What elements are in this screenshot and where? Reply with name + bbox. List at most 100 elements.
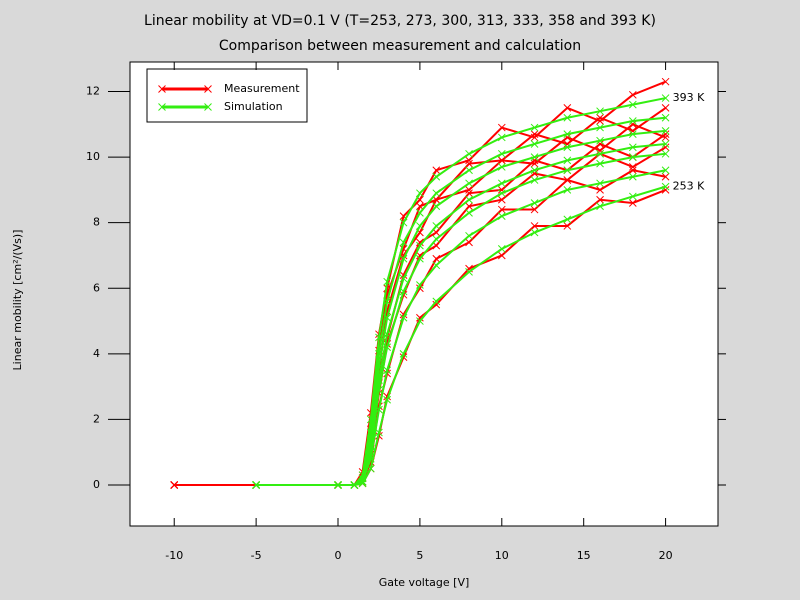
data-point [416, 189, 424, 198]
data-point [596, 179, 604, 188]
data-point [432, 189, 441, 198]
data-point [465, 231, 473, 240]
chart-title: Linear mobility at VD=0.1 V (T=253, 273,… [144, 13, 656, 29]
x-tick-label: 0 [335, 549, 342, 562]
data-point [596, 159, 604, 168]
data-point [366, 464, 375, 473]
data-point [416, 317, 424, 325]
data-point [628, 130, 637, 138]
data-point [661, 94, 670, 102]
data-point [497, 195, 506, 204]
data-point [563, 222, 572, 230]
data-point [563, 186, 572, 194]
data-point [170, 481, 179, 489]
data-point [661, 172, 670, 181]
data-point [383, 395, 392, 404]
data-point [399, 287, 408, 296]
data-point [432, 202, 441, 211]
x-axis-label: Gate voltage [V] [379, 576, 470, 589]
data-point [497, 123, 506, 132]
data-point [375, 405, 383, 414]
data-point [465, 238, 473, 247]
data-point [416, 281, 424, 289]
data-point [465, 208, 473, 217]
data-point [563, 113, 572, 122]
data-point [628, 163, 637, 171]
data-point [596, 136, 604, 145]
data-point [497, 163, 506, 171]
data-point [661, 166, 670, 175]
data-point [465, 149, 473, 158]
legend-swatch [158, 103, 212, 111]
data-point [375, 428, 383, 437]
data-point [596, 195, 604, 204]
data-point [628, 153, 637, 161]
chart-subtitle: Comparison between measurement and calcu… [219, 38, 581, 54]
data-point [661, 149, 670, 158]
data-point [465, 159, 473, 168]
data-point [563, 166, 572, 175]
x-tick-label: 5 [416, 549, 423, 562]
data-point [563, 143, 572, 152]
data-point [497, 189, 506, 198]
data-point [628, 166, 637, 175]
data-point [530, 222, 539, 230]
data-point [530, 140, 539, 148]
legend-label: Measurement [224, 82, 300, 95]
data-point [432, 222, 441, 230]
data-point [465, 166, 473, 175]
data-point [416, 254, 424, 263]
data-point [628, 143, 637, 152]
data-point [563, 215, 572, 224]
data-point [399, 274, 408, 283]
data-point [530, 166, 539, 175]
data-point [497, 156, 506, 165]
data-point [383, 313, 392, 322]
data-point [628, 90, 637, 99]
data-point [252, 481, 260, 489]
x-tick-label: -10 [165, 549, 183, 562]
data-point [358, 479, 367, 488]
x-tick-label: 15 [577, 549, 591, 562]
data-point [383, 343, 392, 352]
data-point [661, 113, 670, 122]
data-point [661, 127, 670, 135]
y-tick-label: 0 [93, 478, 100, 491]
data-point [530, 176, 539, 184]
plot-area [129, 61, 719, 527]
data-point [530, 123, 539, 132]
annotation: 393 K [673, 91, 705, 104]
data-point [399, 254, 408, 263]
data-point [416, 208, 424, 217]
data-point [416, 222, 424, 230]
data-point [416, 251, 424, 260]
data-point [416, 313, 424, 322]
data-point [432, 235, 441, 243]
y-tick-label: 6 [93, 281, 100, 294]
data-point [432, 172, 441, 181]
data-point [530, 228, 539, 237]
data-point [497, 245, 506, 253]
data-point [497, 212, 506, 220]
data-point [563, 130, 572, 138]
data-point [399, 238, 408, 247]
data-point [375, 386, 383, 394]
data-point [399, 313, 408, 322]
data-point [350, 481, 359, 489]
data-point [596, 186, 604, 194]
data-point [530, 199, 539, 207]
data-point [563, 176, 572, 184]
data-point [399, 218, 408, 227]
y-tick-label: 8 [93, 216, 100, 229]
data-point [530, 130, 539, 138]
data-point [628, 192, 637, 201]
data-point [416, 238, 424, 247]
data-point [497, 179, 506, 188]
y-tick-label: 12 [86, 85, 100, 98]
data-point [596, 202, 604, 211]
y-tick-label: 2 [93, 412, 100, 425]
data-point [383, 297, 392, 306]
legend-swatch [158, 85, 212, 93]
data-point [432, 297, 441, 306]
